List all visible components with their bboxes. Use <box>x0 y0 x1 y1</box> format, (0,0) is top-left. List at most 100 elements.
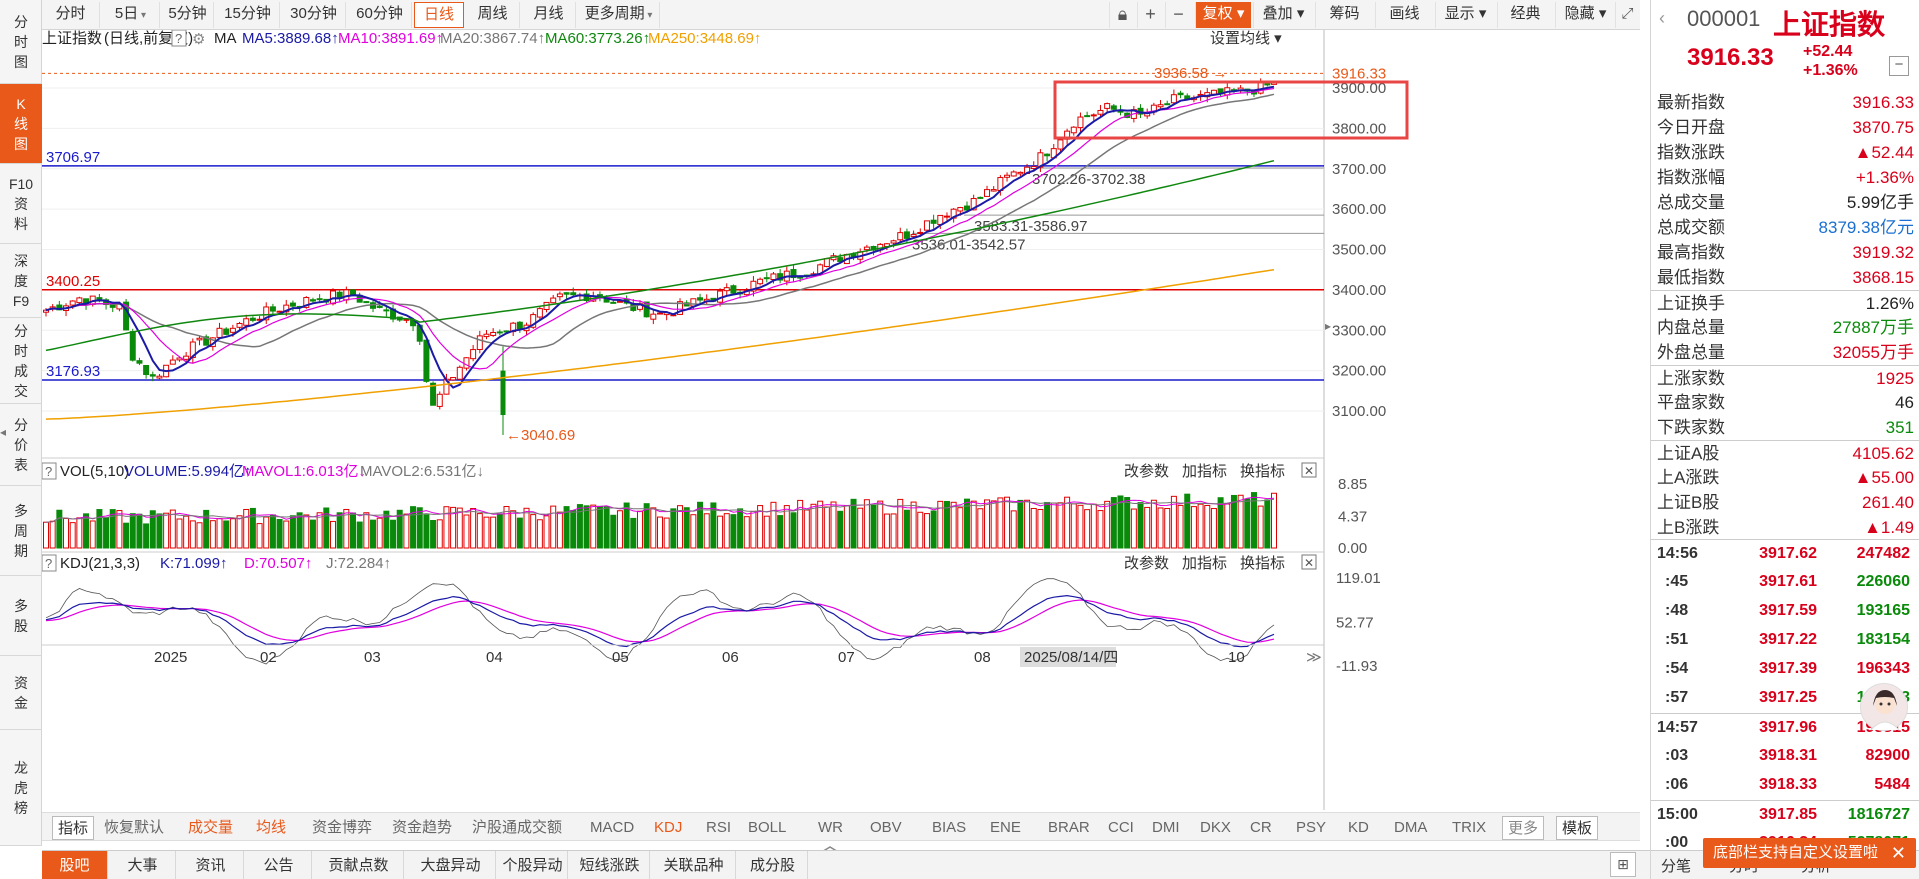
period-tab-6[interactable]: 日线 <box>414 2 464 28</box>
bottom-tab-3[interactable]: 公告 <box>246 851 312 879</box>
indicator-tab-0[interactable]: 指标 <box>52 816 95 840</box>
period-tab-2[interactable]: 5分钟 <box>162 2 214 28</box>
period-tab-5[interactable]: 60分钟 <box>348 2 412 28</box>
indicator-tab-3[interactable]: 均线 <box>256 819 287 836</box>
vol-help-icon[interactable] <box>41 462 57 480</box>
kdj-action-2[interactable]: 换指标 <box>1240 555 1285 572</box>
period-tab-1[interactable]: 5日 ▾ <box>102 2 160 28</box>
x-tick: 03 <box>364 649 381 666</box>
zoom-in-icon[interactable]: + <box>1137 2 1163 28</box>
indicator-tab-4[interactable]: 资金博弈 <box>312 819 373 836</box>
fullscreen-icon[interactable]: ⤢ <box>1615 2 1639 28</box>
jingdian-button[interactable]: 经典 <box>1497 2 1553 28</box>
bottom-tab-8[interactable]: 关联品种 <box>652 851 736 879</box>
indicator-tab-6[interactable]: 沪股通成交额 <box>472 819 563 836</box>
nav-zijin[interactable]: 资金 <box>0 656 42 730</box>
help-icon[interactable] <box>171 29 187 47</box>
gear-icon[interactable]: ⚙ <box>192 31 205 48</box>
high-label: 3936.58 → <box>1154 65 1227 82</box>
indicator-tab-16[interactable]: CCI <box>1108 819 1134 836</box>
period-tab-8[interactable]: 月线 <box>522 2 576 28</box>
indicator-tab-20[interactable]: PSY <box>1296 819 1327 836</box>
diejia-dropdown[interactable]: 叠加 ▾ <box>1253 2 1313 28</box>
bottom-tab-0[interactable]: 股吧 <box>42 851 108 879</box>
indicator-tab-8[interactable]: KDJ <box>654 819 683 836</box>
kdj-action-0[interactable]: 改参数 <box>1124 555 1169 572</box>
period-tab-7[interactable]: 周线 <box>466 2 520 28</box>
tick-time: 14:56 <box>1657 545 1698 562</box>
yincang-dropdown[interactable]: 隐藏 ▾ <box>1555 2 1615 28</box>
kline-chart[interactable]: 3900.00 3800.00 3700.00 3600.00 3500.00 3400.… <box>41 29 1640 812</box>
kdj-help-icon[interactable] <box>41 554 57 572</box>
close-icon[interactable]: ✕ <box>1890 843 1906 863</box>
nav-duozhouqi[interactable]: 多周期 <box>0 486 42 576</box>
nav-fenjia[interactable]: 分价表 <box>0 404 42 486</box>
current-price-tag: 3916.33 <box>1332 65 1386 82</box>
indicator-tab-1[interactable]: 恢复默认 <box>104 819 165 836</box>
chouma-button[interactable]: 筹码 <box>1315 2 1373 28</box>
kdj-close-icon[interactable] <box>1301 554 1317 570</box>
nav-fenshi[interactable]: 分时图 <box>0 0 42 84</box>
indicator-tab-23[interactable]: TRIX <box>1452 819 1487 836</box>
bottom-tab-6[interactable]: 个股异动 <box>498 851 568 879</box>
metric-label: 今日开盘 <box>1657 118 1725 137</box>
indicator-tab-13[interactable]: BIAS <box>932 819 967 836</box>
zoom-out-icon[interactable]: − <box>1165 2 1191 28</box>
bottom-tab-7[interactable]: 短线涨跌 <box>570 851 650 879</box>
indicator-tab-19[interactable]: CR <box>1250 819 1272 836</box>
ma-settings-button[interactable]: 设置均线 ▾ <box>1210 30 1282 47</box>
indicator-tab-5[interactable]: 资金趋势 <box>392 819 453 836</box>
indicator-tab-22[interactable]: DMA <box>1394 819 1428 836</box>
indicator-tab-7[interactable]: MACD <box>590 819 635 836</box>
kdj-action-1[interactable]: 加指标 <box>1182 555 1227 572</box>
indicator-tab-11[interactable]: WR <box>818 819 843 836</box>
indicator-tab-21[interactable]: KD <box>1348 819 1369 836</box>
bottom-tab-4[interactable]: 贡献点数 <box>314 851 404 879</box>
indicator-tab-18[interactable]: DKX <box>1200 819 1231 836</box>
bottom-expand-icon[interactable]: ⊞ <box>1610 852 1636 877</box>
highlight-box[interactable] <box>1053 80 1409 140</box>
nav-f10[interactable]: F10 资料 <box>0 164 42 244</box>
period-tab-9[interactable]: 更多周期 ▾ <box>578 2 660 28</box>
metric-label: 下跌家数 <box>1657 418 1725 437</box>
indicator-tab-24[interactable]: 更多 <box>1502 816 1545 840</box>
volume-bars[interactable] <box>43 492 1277 549</box>
bottom-tab-2[interactable]: 资讯 <box>178 851 244 879</box>
nav-longhu[interactable]: 龙虎榜 <box>0 730 42 846</box>
indicator-tab-12[interactable]: OBV <box>870 819 902 836</box>
lock-icon[interactable]: 🔒︎ <box>1109 2 1135 28</box>
vol-action-2[interactable]: 换指标 <box>1240 463 1285 480</box>
toast-banner[interactable]: 底部栏支持自定义设置啦 ✕ <box>1703 838 1916 868</box>
xianshi-dropdown[interactable]: 显示 ▾ <box>1435 2 1495 28</box>
bottom-tab-9[interactable]: 成分股 <box>738 851 808 879</box>
period-tab-4[interactable]: 30分钟 <box>282 2 346 28</box>
bottom-tab-1[interactable]: 大事 <box>110 851 176 879</box>
back-icon[interactable]: ‹ <box>1659 8 1665 28</box>
vol-action-1[interactable]: 加指标 <box>1182 463 1227 480</box>
indicator-tab-15[interactable]: BRAR <box>1048 819 1090 836</box>
period-tab-0[interactable]: 分时 <box>42 2 100 28</box>
indicator-tab-25[interactable]: 模板 <box>1556 816 1599 840</box>
indicator-tab-2[interactable]: 成交量 <box>188 819 234 836</box>
indicator-tab-14[interactable]: ENE <box>990 819 1021 836</box>
collapse-icon[interactable]: − <box>1889 56 1909 76</box>
indicator-tab-9[interactable]: RSI <box>706 819 732 836</box>
tab-fenbi[interactable]: 分笔 <box>1661 858 1692 875</box>
nav-collapse-icon[interactable]: ◂ <box>0 425 7 439</box>
resize-handle[interactable] <box>780 841 880 854</box>
nav-fenshi-cj[interactable]: 分时成交 <box>0 318 42 404</box>
bottom-tab-5[interactable]: 大盘异动 <box>406 851 496 879</box>
nav-shendu[interactable]: 深度 F9 <box>0 244 42 318</box>
fuquan-dropdown[interactable]: 复权 ▾ <box>1195 2 1251 28</box>
indicator-tab-10[interactable]: BOLL <box>748 819 787 836</box>
assistant-avatar[interactable] <box>1860 683 1908 731</box>
vol-close-icon[interactable] <box>1301 462 1317 478</box>
indicator-tab-17[interactable]: DMI <box>1152 819 1180 836</box>
huaxian-button[interactable]: 画线 <box>1375 2 1433 28</box>
nav-duogu[interactable]: 多股 <box>0 576 42 656</box>
panel-toggle-icon[interactable]: ▸ <box>1325 319 1331 333</box>
period-tab-3[interactable]: 15分钟 <box>216 2 280 28</box>
scroll-right-icon[interactable]: ≫ <box>1306 649 1322 666</box>
vol-action-0[interactable]: 改参数 <box>1124 463 1169 480</box>
